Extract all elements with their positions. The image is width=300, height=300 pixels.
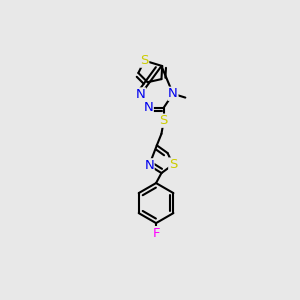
Text: S: S (160, 114, 168, 127)
Text: S: S (169, 158, 177, 171)
Text: F: F (152, 226, 160, 240)
Text: N: N (136, 88, 146, 101)
Text: N: N (168, 87, 178, 100)
Text: S: S (140, 54, 149, 67)
Text: N: N (144, 159, 154, 172)
Text: N: N (143, 101, 153, 114)
